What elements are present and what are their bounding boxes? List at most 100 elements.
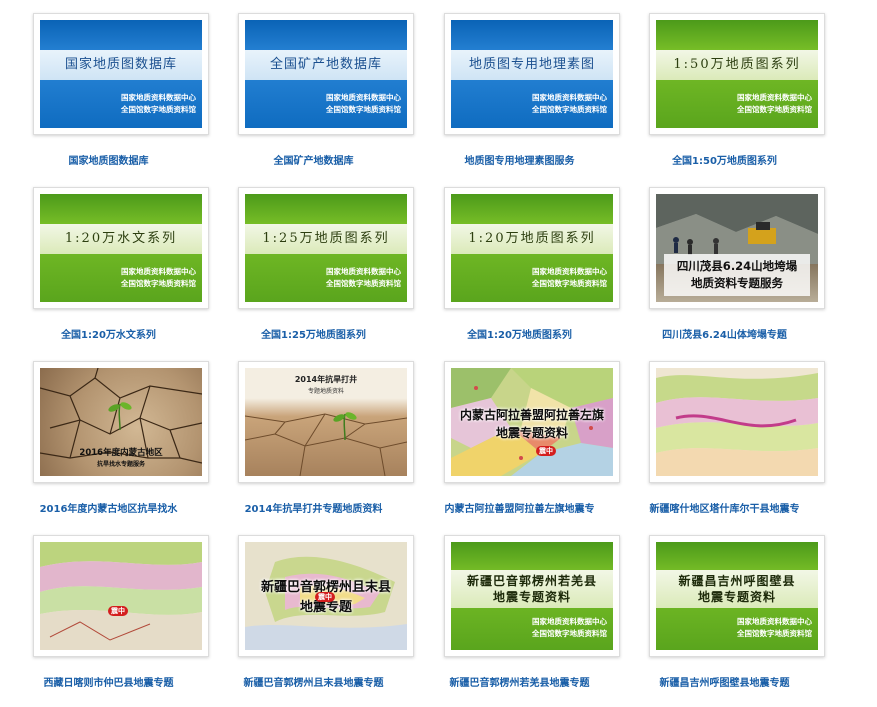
card-caption-link[interactable]: 新疆巴音郭楞州若羌县地震专题 [449,678,590,689]
card-frame[interactable]: 新疆昌吉州呼图壁县 地震专题资料 国家地质资料数据中心 全国馆数字地质资料馆 [649,535,825,657]
card-frame[interactable]: 2016年度内蒙古地区 抗旱找水专题服务 [33,361,209,483]
card-500k-geologic-map[interactable]: 1:50万地质图系列 国家地质资料数据中心 全国馆数字地质资料馆 全国1:50万地… [622,4,828,174]
geologic-map-art [40,542,202,650]
thumbnail-image[interactable]: 新疆巴音郭楞州且末县 地震专题 震中 [245,542,407,650]
thumb-sub-1: 国家地质资料数据中心 [532,93,607,102]
thumb-title: 全国矿产地数据库 [269,57,382,72]
card-frame[interactable]: 地质图专用地理素图 国家地质资料数据中心 全国馆数字地质资料馆 [444,13,620,135]
thumbnail-image[interactable]: 国家地质图数据库 国家地质资料数据中心 全国馆数字地质资料馆 [40,20,202,128]
card-frame[interactable]: 1:20万水文系列 国家地质资料数据中心 全国馆数字地质资料馆 [33,187,209,309]
thumbnail-image[interactable]: 新疆昌吉州呼图壁县 地震专题资料 国家地质资料数据中心 全国馆数字地质资料馆 [656,542,818,650]
thumb-sub-1: 国家地质资料数据中心 [532,267,607,276]
thumbnail-image[interactable]: 1:20万地质图系列 国家地质资料数据中心 全国馆数字地质资料馆 [451,194,613,302]
card-caption-link[interactable]: 全国1:20万地质图系列 [467,330,572,341]
card-frame[interactable]: 国家地质图数据库 国家地质资料数据中心 全国馆数字地质资料馆 [33,13,209,135]
card-caption-link[interactable]: 国家地质图数据库 [68,156,149,167]
epicenter-marker: 震中 [536,446,556,456]
card-hutubi-earthquake[interactable]: 新疆昌吉州呼图壁县 地震专题资料 国家地质资料数据中心 全国馆数字地质资料馆 新疆… [622,526,828,696]
thumb-sub-2: 全国馆数字地质资料馆 [326,105,401,114]
thumbnail-image[interactable]: 新疆巴音郭楞州若羌县 地震专题资料 国家地质资料数据中心 全国馆数字地质资料馆 [451,542,613,650]
card-national-geologic-map-db[interactable]: 国家地质图数据库 国家地质资料数据中心 全国馆数字地质资料馆 国家地质图数据库 [6,4,212,174]
thumbnail-image[interactable]: 1:25万地质图系列 国家地质资料数据中心 全国馆数字地质资料馆 [245,194,407,302]
thumb-title-line-1: 内蒙古阿拉善盟阿拉善左旗 [459,408,604,422]
card-caption-link[interactable]: 西藏日喀则市仲巴县地震专题 [43,678,174,689]
card-national-mineral-db[interactable]: 全国矿产地数据库 国家地质资料数据中心 全国馆数字地质资料馆 全国矿产地数据库 [211,4,417,174]
thumbnail-image[interactable]: 1:20万水文系列 国家地质资料数据中心 全国馆数字地质资料馆 [40,194,202,302]
card-frame[interactable]: 四川茂县6.24山地垮塌 地质资料专题服务 [649,187,825,309]
thumb-sub-1: 国家地质资料数据中心 [737,617,812,626]
card-200k-hydro[interactable]: 1:20万水文系列 国家地质资料数据中心 全国馆数字地质资料馆 全国1:20万水文… [6,178,212,348]
thumbnail-image[interactable]: 2016年度内蒙古地区 抗旱找水专题服务 [40,368,202,476]
card-caption-link[interactable]: 地质图专用地理素图服务 [464,156,575,167]
thumb-sub-2: 全国馆数字地质资料馆 [737,105,812,114]
card-frame[interactable]: 2014年抗旱打井 专题地质资料 [238,361,414,483]
thumb-sub-1: 国家地质资料数据中心 [326,267,401,276]
thumb-sub-1: 国家地质资料数据中心 [121,267,196,276]
card-frame[interactable]: 新疆巴音郭楞州且末县 地震专题 震中 [238,535,414,657]
card-250k-geologic-map[interactable]: 1:25万地质图系列 国家地质资料数据中心 全国馆数字地质资料馆 全国1:25万地… [211,178,417,348]
thumbnail-image[interactable]: 新疆喀什地区塔什 库尔干县地震专题资料 [656,368,818,476]
card-caption-link[interactable]: 四川茂县6.24山体垮塌专题 [662,330,787,341]
thumbnail-image[interactable]: 四川茂县6.24山地垮塌 地质资料专题服务 [656,194,818,302]
thumb-sub-2: 全国馆数字地质资料馆 [532,629,607,638]
thumb-sub-1: 国家地质资料数据中心 [532,617,607,626]
card-frame[interactable]: 1:50万地质图系列 国家地质资料数据中心 全国馆数字地质资料馆 [649,13,825,135]
card-frame[interactable]: 新疆巴音郭楞州若羌县 地震专题资料 国家地质资料数据中心 全国馆数字地质资料馆 [444,535,620,657]
thumb-sub-2: 全国馆数字地质资料馆 [737,629,812,638]
thumb-overlay: 四川茂县6.24山地垮塌 地质资料专题服务 [664,254,810,296]
thumbnail-image[interactable]: 西藏日喀则市仲巴县 地震专题资料 震中 [40,542,202,650]
card-caption-link[interactable]: 全国矿产地数据库 [273,156,354,167]
thumb-sub-1: 国家地质资料数据中心 [737,93,812,102]
thumb-title-line-1: 新疆昌吉州呼图壁县 [678,574,796,588]
card-caption-link[interactable]: 内蒙古阿拉善盟阿拉善左旗地震专 [444,504,595,515]
card-2016-drought[interactable]: 2016年度内蒙古地区 抗旱找水专题服务 2016年度内蒙古地区抗旱找水 [6,352,212,522]
thumb-title-line-2: 地震专题资料 [492,590,571,604]
card-caption-link[interactable]: 新疆喀什地区塔什库尔干县地震专 [649,504,800,515]
thumb-sub-2: 全国馆数字地质资料馆 [532,279,607,288]
thumb-title: 1:50万地质图系列 [673,57,801,72]
card-frame[interactable]: 1:25万地质图系列 国家地质资料数据中心 全国馆数字地质资料馆 [238,187,414,309]
card-frame[interactable]: 1:20万地质图系列 国家地质资料数据中心 全国馆数字地质资料馆 [444,187,620,309]
thumb-title-line-1: 新疆巴音郭楞州若羌县 [466,574,597,588]
thumbnail-image[interactable]: 地质图专用地理素图 国家地质资料数据中心 全国馆数字地质资料馆 [451,20,613,128]
card-caption-link[interactable]: 新疆巴音郭楞州且末县地震专题 [243,678,384,689]
cracked-earth-art [40,368,202,464]
thumbnail-image[interactable]: 全国矿产地数据库 国家地质资料数据中心 全国馆数字地质资料馆 [245,20,407,128]
epicenter-marker: 震中 [108,606,128,616]
card-frame[interactable]: 内蒙古阿拉善盟阿拉善左旗 地震专题资料 震中 [444,361,620,483]
card-200k-geologic-map[interactable]: 1:20万地质图系列 国家地质资料数据中心 全国馆数字地质资料馆 全国1:20万地… [417,178,623,348]
thumb-title-line-2: 地质资料专题服务 [691,276,783,290]
epicenter-marker: 震中 [315,592,335,602]
thumb-sub-1: 国家地质资料数据中心 [121,93,196,102]
card-ruoqiang-earthquake[interactable]: 新疆巴音郭楞州若羌县 地震专题资料 国家地质资料数据中心 全国馆数字地质资料馆 新… [417,526,623,696]
thumb-title-line-1: 新疆巴音郭楞州且末县 [260,580,391,595]
card-2014-drought-well[interactable]: 2014年抗旱打井 专题地质资料 2014年抗旱打井专题地质资料 [211,352,417,522]
thumbnail-image[interactable]: 1:50万地质图系列 国家地质资料数据中心 全国馆数字地质资料馆 [656,20,818,128]
dry-land-art [245,412,407,476]
card-frame[interactable]: 全国矿产地数据库 国家地质资料数据中心 全国馆数字地质资料馆 [238,13,414,135]
card-maoxian-landslide[interactable]: 四川茂县6.24山地垮塌 地质资料专题服务 四川茂县6.24山体垮塌专题 [622,178,828,348]
card-geo-base-map-service[interactable]: 地质图专用地理素图 国家地质资料数据中心 全国馆数字地质资料馆 地质图专用地理素图… [417,4,623,174]
card-frame[interactable]: 新疆喀什地区塔什 库尔干县地震专题资料 [649,361,825,483]
thumb-title-line-2: 地震专题 [299,600,352,615]
thumbnail-image[interactable]: 内蒙古阿拉善盟阿拉善左旗 地震专题资料 震中 [451,368,613,476]
card-kashgar-earthquake[interactable]: 新疆喀什地区塔什 库尔干县地震专题资料 新疆喀什地区塔什库尔干县地震专 [622,352,828,522]
card-alxa-earthquake[interactable]: 内蒙古阿拉善盟阿拉善左旗 地震专题资料 震中 内蒙古阿拉善盟阿拉善左旗地震专 [417,352,623,522]
card-caption-link[interactable]: 2016年度内蒙古地区抗旱找水 [39,504,178,515]
thumbnail-image[interactable]: 2014年抗旱打井 专题地质资料 [245,368,407,476]
card-caption-link[interactable]: 全国1:50万地质图系列 [672,156,777,167]
thumb-title-line-1: 2016年度内蒙古地区 [79,448,163,458]
thumb-title: 1:20万地质图系列 [468,231,596,246]
card-frame[interactable]: 西藏日喀则市仲巴县 地震专题资料 震中 [33,535,209,657]
card-qiemo-earthquake[interactable]: 新疆巴音郭楞州且末县 地震专题 震中 新疆巴音郭楞州且末县地震专题 [211,526,417,696]
card-caption-link[interactable]: 全国1:25万地质图系列 [261,330,366,341]
card-caption-link[interactable]: 2014年抗旱打井专题地质资料 [244,504,383,515]
thumb-title-line-2: 抗旱找水专题服务 [96,461,145,468]
landslide-photo-art [656,194,818,264]
thumb-title: 国家地质图数据库 [64,57,177,72]
card-zhongba-earthquake[interactable]: 西藏日喀则市仲巴县 地震专题资料 震中 西藏日喀则市仲巴县地震专题 [6,526,212,696]
thumb-sub-1: 国家地质资料数据中心 [326,93,401,102]
card-caption-link[interactable]: 新疆昌吉州呼图壁县地震专题 [659,678,790,689]
card-caption-link[interactable]: 全国1:20万水文系列 [61,330,156,341]
